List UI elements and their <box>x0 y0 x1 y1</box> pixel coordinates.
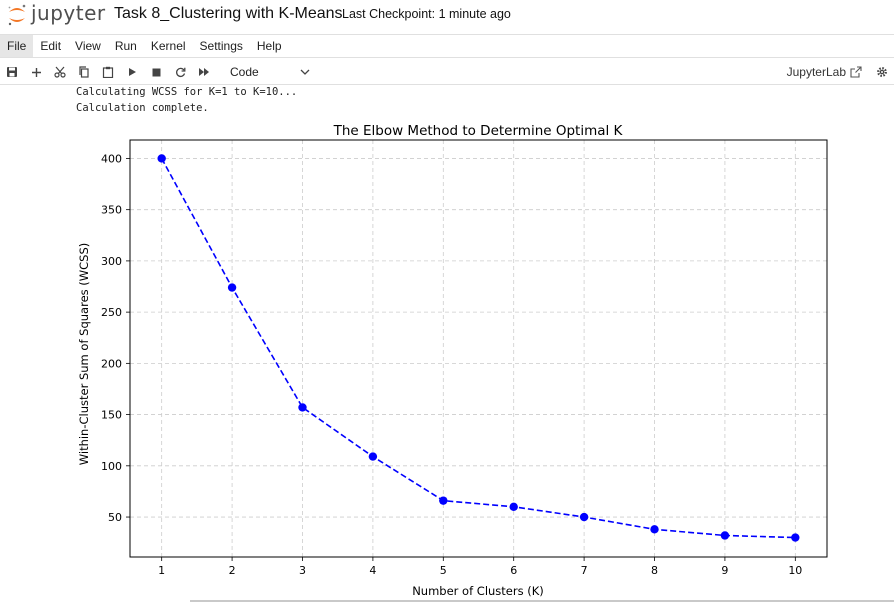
gear-icon[interactable] <box>876 66 888 78</box>
x-tick-label: 7 <box>581 564 588 577</box>
chart-title: The Elbow Method to Determine Optimal K <box>333 123 624 139</box>
menu-settings[interactable]: Settings <box>199 39 243 53</box>
jupyter-logo-icon <box>8 4 26 26</box>
output-line: Calculating WCSS for K=1 to K=10... <box>76 86 298 98</box>
stop-icon <box>152 68 160 76</box>
wcss-data-point <box>157 154 166 163</box>
menu-edit[interactable]: Edit <box>40 39 62 53</box>
wcss-data-point <box>650 525 659 534</box>
y-tick-label: 200 <box>101 357 122 370</box>
restart-button[interactable] <box>168 61 192 83</box>
jupyter-logo[interactable]: jupyter <box>6 1 106 27</box>
menu-bar: File Edit View Run Kernel Settings Help <box>0 34 894 58</box>
y-tick-label: 100 <box>101 460 122 473</box>
output-line: Calculation complete. <box>76 102 209 114</box>
jupyter-logo-text: jupyter <box>31 1 106 25</box>
wcss-data-point <box>720 531 730 540</box>
checkpoint-status: Last Checkpoint: 1 minute ago <box>342 7 511 21</box>
add-cell-button[interactable] <box>24 61 48 83</box>
menu-file[interactable]: File <box>0 35 34 57</box>
y-axis-label: Within-Cluster Sum of Squares (WCSS) <box>77 243 91 466</box>
fast-forward-icon <box>199 68 209 76</box>
save-icon <box>7 67 17 77</box>
jupyterlab-link[interactable]: JupyterLab <box>786 65 846 79</box>
notebook-title[interactable]: Task 8_Clustering with K-Means <box>114 5 343 22</box>
restart-run-all-button[interactable] <box>192 61 216 83</box>
toolbar-right: JupyterLab <box>787 60 888 84</box>
elbow-chart-svg: The Elbow Method to Determine Optimal K … <box>77 123 828 598</box>
x-tick-label: 9 <box>721 564 728 577</box>
x-tick-label: 1 <box>158 564 165 577</box>
y-tick-label: 150 <box>101 409 122 422</box>
copy-icon <box>79 66 89 78</box>
run-button[interactable] <box>120 61 144 83</box>
x-axis-label: Number of Clusters (K) <box>412 584 544 598</box>
notebook-toolbar: Code JupyterLab <box>0 60 894 85</box>
y-tick-label: 50 <box>108 511 122 524</box>
wcss-data-point <box>298 403 307 412</box>
notebook-header: jupyter Task 8_Clustering with K-Means L… <box>0 0 894 32</box>
chevron-down-icon <box>300 69 310 75</box>
x-tick-label: 6 <box>510 564 517 577</box>
wcss-data-point <box>368 452 378 461</box>
menu-kernel[interactable]: Kernel <box>150 39 186 53</box>
wcss-data-point <box>439 496 448 505</box>
x-tick-label: 10 <box>788 564 802 577</box>
external-link-icon[interactable] <box>850 66 862 78</box>
cut-icon <box>54 66 66 78</box>
y-tick-label: 300 <box>101 255 122 268</box>
cell-output: Calculating WCSS for K=1 to K=10... Calcu… <box>76 84 297 116</box>
elbow-chart: The Elbow Method to Determine Optimal K … <box>0 118 894 602</box>
menu-view[interactable]: View <box>75 39 101 53</box>
run-icon <box>129 68 136 76</box>
cut-button[interactable] <box>48 61 72 83</box>
x-tick-label: 5 <box>440 564 447 577</box>
x-tick-label: 8 <box>651 564 658 577</box>
paste-button[interactable] <box>96 61 120 83</box>
stop-button[interactable] <box>144 61 168 83</box>
save-button[interactable] <box>0 61 24 83</box>
copy-button[interactable] <box>72 61 96 83</box>
y-tick-label: 250 <box>101 306 122 319</box>
wcss-series-line <box>160 158 796 539</box>
menu-run[interactable]: Run <box>114 39 137 53</box>
wcss-data-point <box>509 502 518 511</box>
plot-frame <box>129 139 828 558</box>
cell-type-value: Code <box>230 65 259 79</box>
wcss-data-point <box>791 533 800 542</box>
y-tick-label: 350 <box>101 204 122 217</box>
wcss-data-point <box>579 512 589 522</box>
x-tick-label: 4 <box>369 564 376 577</box>
x-tick-label: 2 <box>229 564 236 577</box>
paste-icon <box>102 66 114 78</box>
wcss-data-point <box>227 283 237 292</box>
y-tick-label: 400 <box>101 152 122 165</box>
restart-icon <box>175 67 185 77</box>
add-cell-icon <box>31 67 41 77</box>
x-tick-label: 3 <box>299 564 306 577</box>
menu-help[interactable]: Help <box>256 39 282 53</box>
cell-type-select[interactable]: Code <box>226 62 314 82</box>
scroll-track <box>190 600 894 602</box>
